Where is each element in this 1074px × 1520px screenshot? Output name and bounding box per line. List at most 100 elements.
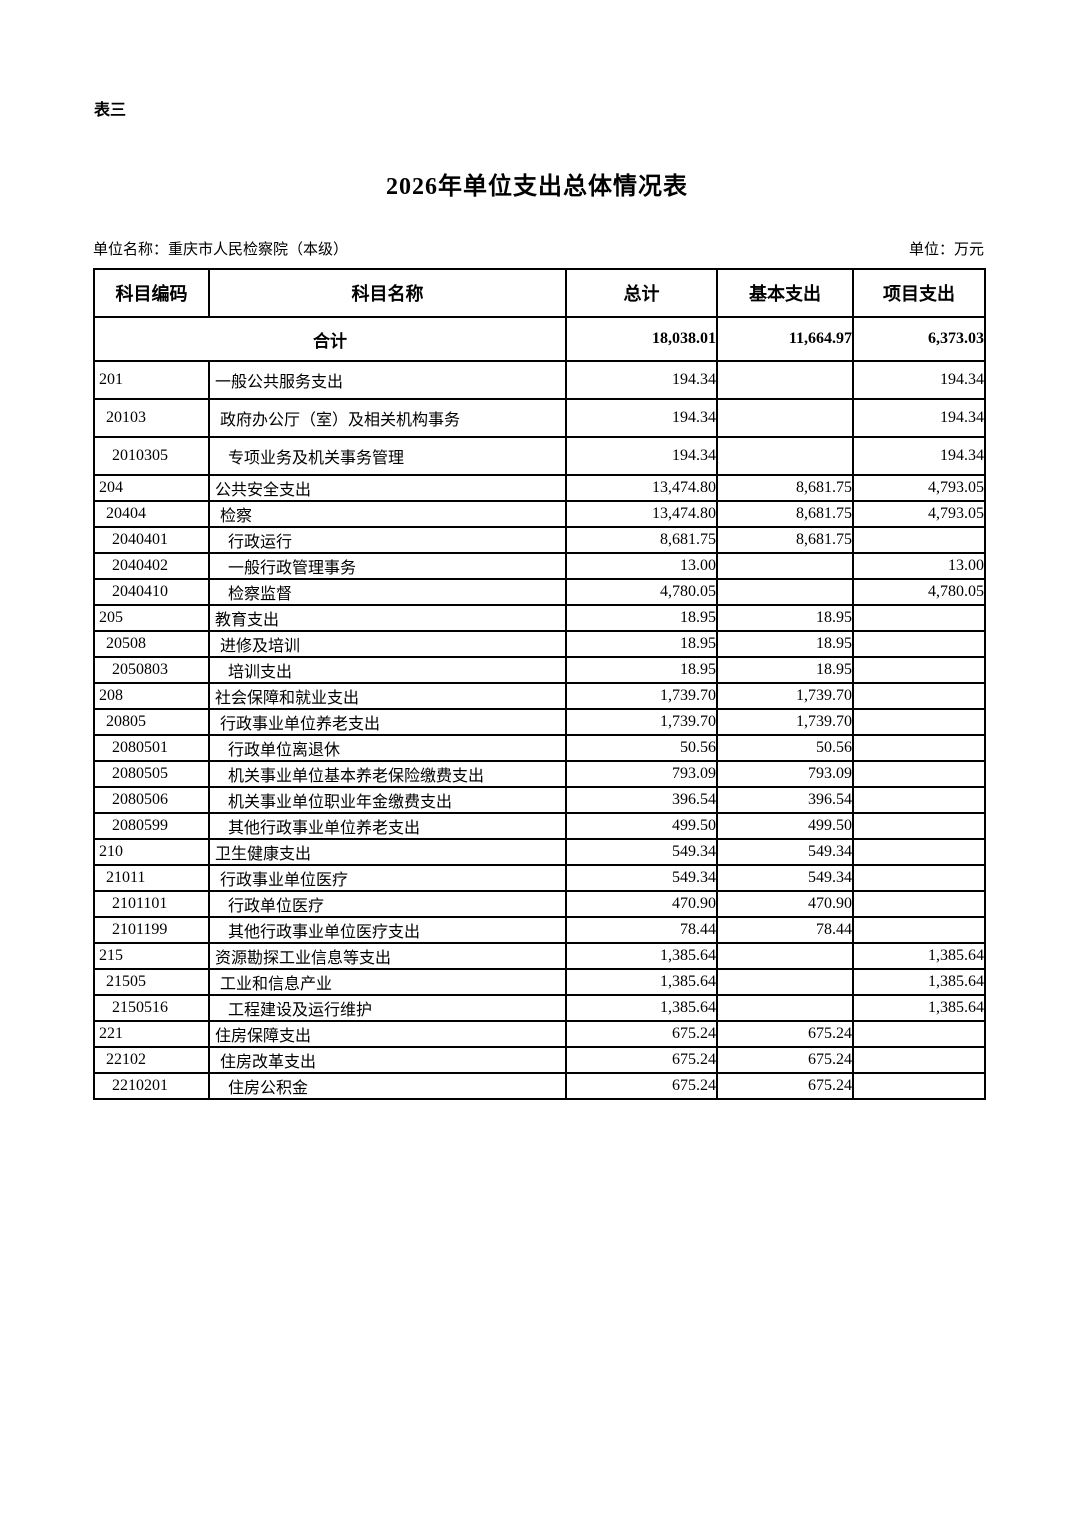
subject-name-cell: 检察监督 (208, 578, 567, 606)
project-expenditure-cell (852, 838, 986, 866)
total-cell: 1,385.64 (565, 994, 718, 1022)
subject-code-cell: 215 (93, 942, 210, 970)
project-expenditure-cell (852, 708, 986, 736)
project-expenditure-cell (852, 916, 986, 944)
table-row: 210 卫生健康支出 549.34 549.34 (93, 838, 986, 866)
header-total: 总计 (565, 268, 718, 318)
subject-name-cell: 行政单位离退休 (208, 734, 567, 762)
project-expenditure-cell: 1,385.64 (852, 968, 986, 996)
table-row: 2040401 行政运行 8,681.75 8,681.75 (93, 526, 986, 554)
project-expenditure-cell: 4,780.05 (852, 578, 986, 606)
project-expenditure-cell (852, 1046, 986, 1074)
basic-expenditure-cell: 18.95 (716, 630, 854, 658)
table-row: 2150516 工程建设及运行维护 1,385.64 1,385.64 (93, 994, 986, 1022)
subject-code-cell: 2080506 (93, 786, 210, 814)
table-row: 2040410 检察监督 4,780.05 4,780.05 (93, 578, 986, 606)
table-row: 20103 政府办公厅（室）及相关机构事务 194.34 194.34 (93, 398, 986, 438)
total-cell: 675.24 (565, 1072, 718, 1100)
total-cell: 1,739.70 (565, 682, 718, 710)
total-cell: 1,739.70 (565, 708, 718, 736)
table-row: 2050803 培训支出 18.95 18.95 (93, 656, 986, 684)
basic-expenditure-cell: 549.34 (716, 864, 854, 892)
table-row: 201 一般公共服务支出 194.34 194.34 (93, 360, 986, 400)
total-cell: 13,474.80 (565, 500, 718, 528)
basic-expenditure-cell (716, 398, 854, 438)
project-expenditure-cell (852, 656, 986, 684)
project-expenditure-cell (852, 1072, 986, 1100)
subject-name-cell: 公共安全支出 (208, 474, 567, 502)
subject-code-cell: 201 (93, 360, 210, 400)
total-cell: 18.95 (565, 630, 718, 658)
table-row: 2080506 机关事业单位职业年金缴费支出 396.54 396.54 (93, 786, 986, 814)
table-body: 201 一般公共服务支出 194.34 194.34 20103 政府办公厅（室… (93, 360, 986, 1100)
subject-code-cell: 21505 (93, 968, 210, 996)
table-row: 2010305 专项业务及机关事务管理 194.34 194.34 (93, 436, 986, 476)
grand-total-row: 合计 18,038.01 11,664.97 6,373.03 (93, 316, 986, 362)
subject-code-cell: 2040402 (93, 552, 210, 580)
table-row: 204 公共安全支出 13,474.80 8,681.75 4,793.05 (93, 474, 986, 502)
grand-total-sum: 18,038.01 (565, 316, 718, 362)
basic-expenditure-cell: 18.95 (716, 656, 854, 684)
subject-code-cell: 2210201 (93, 1072, 210, 1100)
subject-code-cell: 20404 (93, 500, 210, 528)
project-expenditure-cell (852, 812, 986, 840)
basic-expenditure-cell (716, 360, 854, 400)
header-subject-name: 科目名称 (208, 268, 567, 318)
total-cell: 194.34 (565, 360, 718, 400)
subject-code-cell: 22102 (93, 1046, 210, 1074)
basic-expenditure-cell: 1,739.70 (716, 682, 854, 710)
total-cell: 194.34 (565, 436, 718, 476)
header-project-expenditure: 项目支出 (852, 268, 986, 318)
grand-total-project: 6,373.03 (852, 316, 986, 362)
project-expenditure-cell (852, 682, 986, 710)
basic-expenditure-cell (716, 942, 854, 970)
table-row: 2080505 机关事业单位基本养老保险缴费支出 793.09 793.09 (93, 760, 986, 788)
subject-name-cell: 社会保障和就业支出 (208, 682, 567, 710)
table-row: 22102 住房改革支出 675.24 675.24 (93, 1046, 986, 1074)
subject-code-cell: 208 (93, 682, 210, 710)
subject-name-cell: 培训支出 (208, 656, 567, 684)
subject-name-cell: 行政事业单位医疗 (208, 864, 567, 892)
subject-code-cell: 2050803 (93, 656, 210, 684)
basic-expenditure-cell: 793.09 (716, 760, 854, 788)
project-expenditure-cell: 13.00 (852, 552, 986, 580)
subject-name-cell: 其他行政事业单位医疗支出 (208, 916, 567, 944)
subject-code-cell: 2080599 (93, 812, 210, 840)
project-expenditure-cell (852, 786, 986, 814)
subject-name-cell: 行政单位医疗 (208, 890, 567, 918)
basic-expenditure-cell: 499.50 (716, 812, 854, 840)
total-cell: 675.24 (565, 1020, 718, 1048)
total-cell: 8,681.75 (565, 526, 718, 554)
table-row: 2101101 行政单位医疗 470.90 470.90 (93, 890, 986, 918)
table-row: 208 社会保障和就业支出 1,739.70 1,739.70 (93, 682, 986, 710)
subject-name-cell: 检察 (208, 500, 567, 528)
basic-expenditure-cell: 50.56 (716, 734, 854, 762)
subject-name-cell: 行政事业单位养老支出 (208, 708, 567, 736)
header-basic-expenditure: 基本支出 (716, 268, 854, 318)
total-cell: 549.34 (565, 838, 718, 866)
total-cell: 470.90 (565, 890, 718, 918)
total-cell: 793.09 (565, 760, 718, 788)
project-expenditure-cell: 1,385.64 (852, 942, 986, 970)
subject-name-cell: 教育支出 (208, 604, 567, 632)
project-expenditure-cell: 4,793.05 (852, 500, 986, 528)
subject-code-cell: 20103 (93, 398, 210, 438)
subject-code-cell: 2101101 (93, 890, 210, 918)
subject-name-cell: 机关事业单位基本养老保险缴费支出 (208, 760, 567, 788)
table-row: 21011 行政事业单位医疗 549.34 549.34 (93, 864, 986, 892)
basic-expenditure-cell (716, 436, 854, 476)
subject-code-cell: 2080505 (93, 760, 210, 788)
subject-code-cell: 2150516 (93, 994, 210, 1022)
subject-code-cell: 205 (93, 604, 210, 632)
subject-code-cell: 2040401 (93, 526, 210, 554)
table-row: 2101199 其他行政事业单位医疗支出 78.44 78.44 (93, 916, 986, 944)
subject-name-cell: 进修及培训 (208, 630, 567, 658)
basic-expenditure-cell (716, 968, 854, 996)
table-number-label: 表三 (94, 102, 127, 119)
total-cell: 549.34 (565, 864, 718, 892)
basic-expenditure-cell: 675.24 (716, 1072, 854, 1100)
subject-name-cell: 卫生健康支出 (208, 838, 567, 866)
project-expenditure-cell (852, 1020, 986, 1048)
subject-code-cell: 204 (93, 474, 210, 502)
total-cell: 499.50 (565, 812, 718, 840)
